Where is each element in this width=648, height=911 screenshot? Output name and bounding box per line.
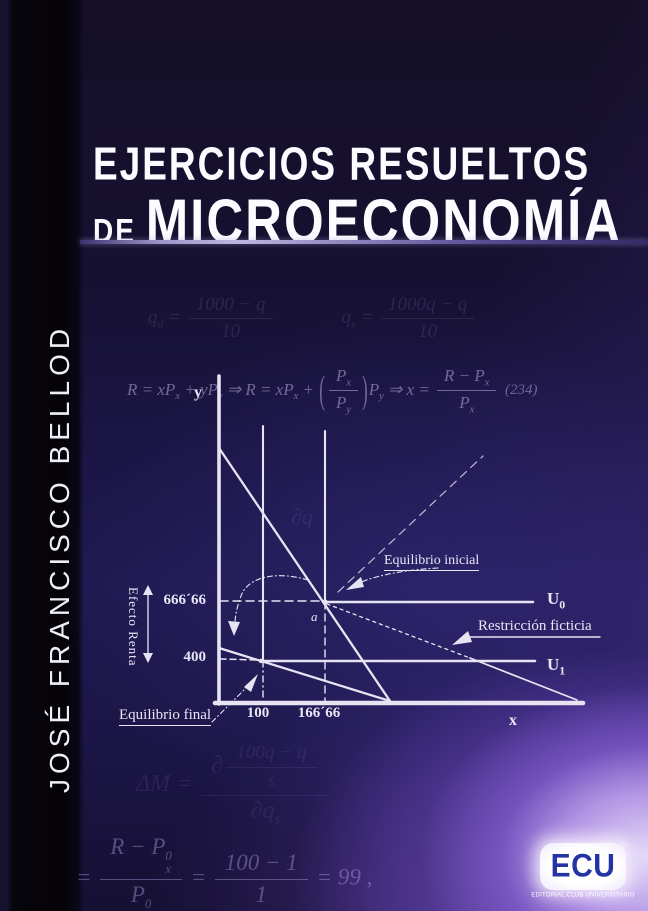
- x-axis-label: x: [509, 712, 517, 729]
- equation-result-99: = R − P0xP0x = 100 − 11 = 99 ,: [76, 834, 373, 911]
- income-effect-arrow-curve: [234, 575, 309, 625]
- restriccion-ficticia-label: Restricción ficticia: [478, 618, 592, 634]
- publisher-logo: ECU: [540, 843, 626, 890]
- spine-strip: [0, 0, 84, 911]
- eq-final-arrowhead: [244, 674, 258, 692]
- efecto-renta-label: Efecto Renta: [126, 587, 141, 667]
- title-divider: [80, 240, 648, 244]
- y-tick-666: 666´66: [163, 592, 207, 608]
- eq-inicial-arrowhead: [346, 577, 364, 590]
- point-a-label: a: [311, 609, 318, 624]
- equilibrio-final-label: Equilibrio final: [119, 707, 212, 726]
- equilibrio-inicial-label: Equilibrio inicial: [384, 553, 480, 571]
- title-line-2: DE MICROECONOMÍA: [93, 185, 622, 257]
- final-point-node: [258, 658, 264, 664]
- x-tick-100: 100: [246, 705, 270, 721]
- x-tick-166: 166´66: [297, 705, 341, 721]
- income-effect-arrowhead: [228, 621, 240, 636]
- initial-budget-line: [217, 446, 392, 703]
- equation-number: (234): [505, 382, 538, 398]
- expansion-path-dashed: [337, 455, 484, 593]
- equation-supply-demand-faint: qd = 1000 − q 10 qs = 1000q − q 10: [148, 294, 477, 343]
- u1-curve-label: U1: [547, 655, 566, 678]
- ficticia-line-dashed: [326, 603, 471, 659]
- point-a-node: [322, 599, 328, 605]
- y-axis-label: y: [194, 384, 202, 401]
- title-line-1: EJERCICIOS RESUELTOS: [93, 138, 591, 190]
- publisher-tagline: EDITORIAL CLUB UNIVERSITARIO: [531, 891, 635, 898]
- publisher-logo-text: ECU: [550, 848, 616, 884]
- equation-mid-faint: ∂q: [291, 504, 313, 529]
- registered-mark: ®: [620, 840, 629, 852]
- new-budget-line: [217, 646, 392, 703]
- author-name: JOSÉ FRANCISCO BELLOD: [44, 323, 75, 793]
- equation-budget-constraint: R = xPx + yPy ⇒ R = xPx + (Px Py)Py ⇒ x =…: [127, 366, 499, 416]
- dashed-400-level: [219, 658, 258, 661]
- title-main: MICROECONOMÍA: [145, 186, 623, 256]
- y-tick-400: 400: [183, 649, 207, 665]
- equation-bottom-faint: ΔM = ∂ 100q − q s ∂qs: [136, 742, 333, 829]
- restriccion-arrowhead: [452, 631, 472, 645]
- u0-curve-label: U0: [547, 589, 566, 612]
